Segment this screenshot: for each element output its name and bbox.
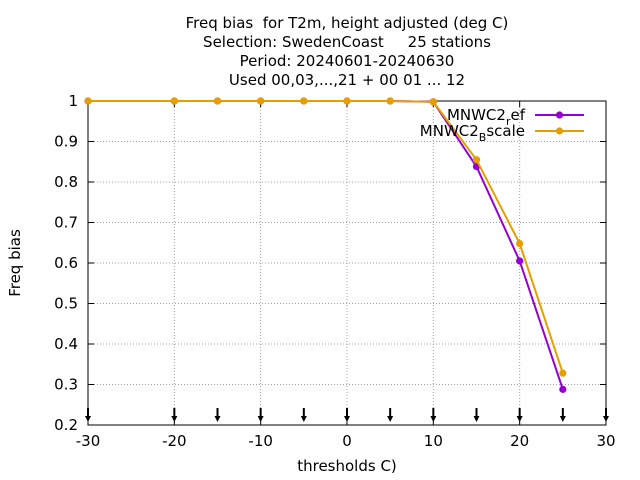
count-marker-head: [300, 416, 307, 422]
count-marker-head: [473, 416, 480, 422]
x-axis-label: thresholds C): [297, 457, 397, 475]
y-tick-label: 0.5: [54, 295, 78, 313]
data-point: [386, 97, 394, 105]
count-markers: [85, 408, 609, 422]
count-marker-head: [387, 416, 394, 422]
title-line-3: Period: 20240601-20240630: [239, 52, 455, 70]
count-marker-head: [344, 416, 350, 422]
x-tick-label: -30: [76, 432, 101, 450]
chart-title: Freq bias for T2m, height adjusted (deg …: [0, 14, 640, 90]
count-marker-head: [257, 416, 264, 422]
title-line-2: Selection: SwedenCoast 25 stations: [203, 33, 491, 51]
data-point: [429, 98, 437, 106]
data-point: [559, 385, 567, 393]
y-tick-label: 0.2: [54, 416, 78, 434]
title-line-4: Used 00,03,...,21 + 00 01 ... 12: [228, 71, 466, 89]
x-tick-label: 20: [510, 432, 529, 450]
x-tick-label: -20: [162, 432, 187, 450]
y-tick-label: 0.8: [54, 173, 78, 191]
y-tick-label: 0.7: [54, 214, 78, 232]
axes: -30 -20 -10 0 10 20 30 0.2 0.3 0.4 0.5 0.6 0.7 0.8 0.9…: [54, 92, 615, 450]
count-marker-head: [171, 416, 178, 422]
x-tick-label: -10: [248, 432, 273, 450]
legend-label: MNWC2Bscale: [420, 122, 525, 144]
x-tick-label: 10: [424, 432, 443, 450]
data-point: [300, 97, 308, 105]
data-point: [343, 97, 351, 105]
x-tick-label: 30: [596, 432, 615, 450]
x-tick-label: 0: [342, 432, 352, 450]
data-series: [84, 97, 567, 393]
count-marker-head: [516, 416, 523, 422]
count-marker-head: [85, 416, 91, 422]
count-marker-head: [214, 416, 221, 422]
y-tick-label: 0.4: [54, 335, 78, 353]
legend-marker: [555, 127, 564, 135]
title-line-1: Freq bias for T2m, height adjusted (deg …: [185, 14, 509, 32]
y-axis-label: Freq bias: [6, 229, 24, 297]
data-point: [84, 97, 92, 105]
data-point: [516, 239, 524, 248]
data-point: [213, 97, 222, 105]
legend-marker: [555, 111, 564, 119]
y-tick-label: 1: [68, 92, 78, 110]
y-tick-label: 0.6: [54, 254, 78, 272]
data-point: [516, 257, 524, 265]
data-point: [170, 97, 178, 105]
data-point: [472, 156, 481, 164]
count-marker-head: [603, 416, 609, 422]
grid-lines: [88, 101, 606, 425]
legend-label: MNWC2ref: [447, 106, 526, 128]
series-line: [88, 100, 564, 390]
y-tick-label: 0.9: [54, 133, 78, 151]
y-tick-label: 0.3: [54, 376, 78, 394]
data-point: [257, 97, 265, 105]
data-point: [559, 369, 567, 377]
count-marker-head: [559, 416, 566, 422]
count-marker-head: [430, 416, 437, 422]
